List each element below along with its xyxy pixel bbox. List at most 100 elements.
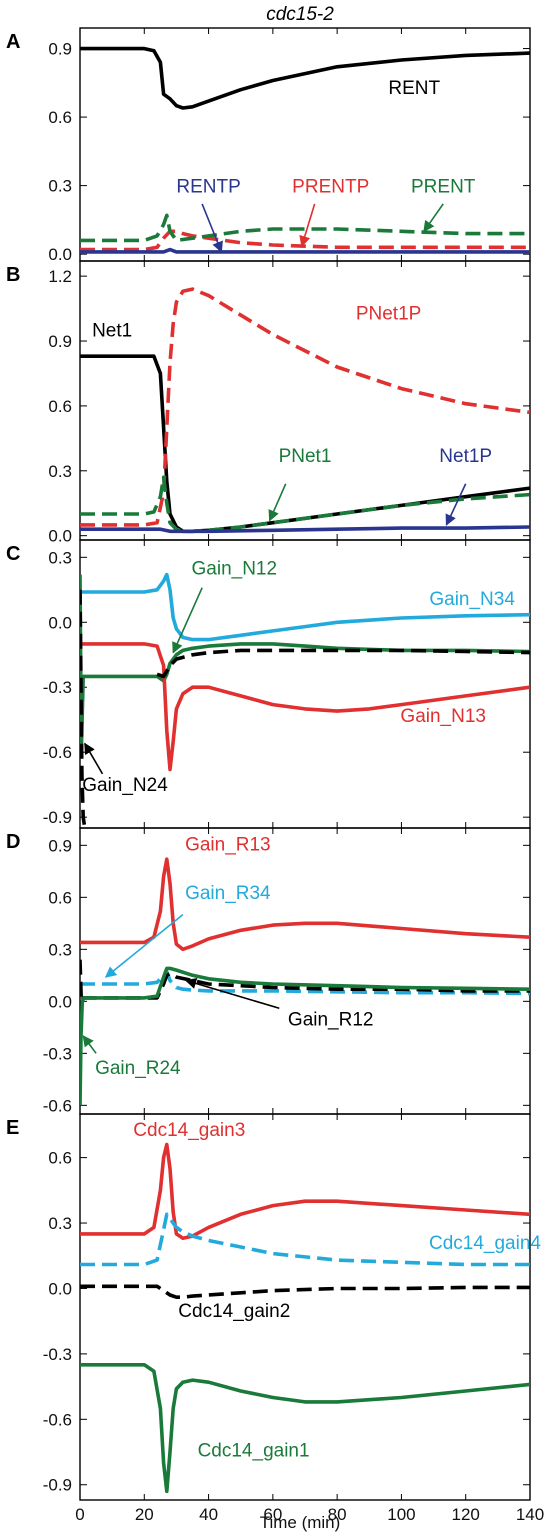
- y-tick-label: 0.0: [48, 613, 72, 632]
- series-line-gain-r13: [80, 857, 530, 952]
- x-tick-label: 100: [387, 1505, 415, 1524]
- annotation-arrow: [104, 914, 184, 978]
- series-line-net1p: [80, 525, 530, 534]
- y-tick-label: 0.9: [48, 332, 72, 351]
- y-tick-label: 0.0: [48, 1279, 72, 1298]
- y-tick-label: 0.6: [48, 1149, 72, 1168]
- series-line-rent: [80, 46, 530, 110]
- series-label-pnet1p: PNet1P: [356, 303, 421, 324]
- series-label-gain-r24: Gain_R24: [95, 1058, 181, 1079]
- annotation-arrow: [445, 483, 467, 526]
- series-line-cdc14-gain1: [80, 1363, 530, 1494]
- x-tick-label: 80: [328, 1505, 347, 1524]
- x-tick-label: 0: [75, 1505, 84, 1524]
- series-group: [80, 1142, 530, 1494]
- series-group: [80, 287, 530, 534]
- series-line-rentp: [80, 247, 530, 254]
- figure-title: cdc15-2: [266, 4, 334, 25]
- series-line-gain-n12: [80, 574, 530, 754]
- annotation-arrow: [423, 203, 444, 233]
- x-tick-label: 20: [135, 1505, 154, 1524]
- panel-d: D -0.6 -0.3 0.0 0.3 0.6 0.9 Gain_R13 Gain_R34 Gai…: [6, 827, 531, 1115]
- y-tick-label: 0.0: [48, 245, 72, 264]
- y-tick-label: 0.9: [48, 40, 72, 59]
- series-label-prent: PRENT: [411, 176, 476, 197]
- y-tick-label: -0.6: [43, 1410, 72, 1429]
- annotation-arrow: [82, 1035, 97, 1054]
- series-group: [80, 857, 530, 1106]
- y-tick-label: 1.2: [48, 267, 72, 286]
- series-line-prent: [80, 213, 530, 243]
- panel-letter: C: [6, 543, 20, 565]
- series-line-prentp: [80, 229, 530, 252]
- x-tick-label: 60: [263, 1505, 282, 1524]
- panel-letter: E: [6, 1117, 19, 1139]
- y-tick-label: -0.3: [43, 1345, 72, 1364]
- series-line-gain-r24: [80, 966, 530, 1106]
- x-tick-label: 120: [452, 1505, 480, 1524]
- series-label-gain-r12: Gain_R12: [288, 1010, 374, 1031]
- series-line-net1: [80, 354, 530, 534]
- series-label-gain-r34: Gain_R34: [185, 883, 271, 904]
- x-axis-label: Time (min): [260, 1513, 341, 1532]
- series-label-gain-n34: Gain_N34: [429, 589, 515, 610]
- series-group: [80, 572, 530, 828]
- panel-letter: A: [6, 31, 20, 53]
- series-label-gain-n13: Gain_N13: [400, 706, 486, 727]
- series-line-cdc14-gain2: [80, 1284, 530, 1299]
- annotation-arrow: [184, 978, 280, 1010]
- series-line-gain-n34: [80, 572, 530, 642]
- annotation-arrow: [299, 203, 316, 248]
- series-label-pnet1: PNet1: [279, 446, 332, 467]
- annotation-arrow: [84, 742, 104, 775]
- series-line-cdc14-gain3: [80, 1142, 530, 1241]
- series-label-net1: Net1: [92, 321, 132, 342]
- y-tick-label: 0.6: [48, 108, 72, 127]
- y-tick-label: -0.9: [43, 808, 72, 827]
- series-label-rent: RENT: [388, 78, 440, 99]
- series-group: [80, 46, 530, 254]
- series-label-cdc14-gain2: Cdc14_gain2: [178, 1301, 290, 1322]
- y-tick-label: 0.6: [48, 888, 72, 907]
- annotation-arrow: [268, 483, 287, 522]
- panel-b: B 0.0 0.3 0.6 0.9 1.2 Net1 PNet1P PNet1 Net1P: [6, 260, 531, 546]
- panel-a: A 0.0 0.3 0.6 0.9 RENT RENTP PRENTP PRENT: [6, 27, 531, 264]
- series-label-net1p: Net1P: [439, 446, 492, 467]
- x-tick-label: 40: [199, 1505, 218, 1524]
- series-label-cdc14-gain4: Cdc14_gain4: [429, 1233, 541, 1254]
- panel-c: C -0.9 -0.6 -0.3 0.0 0.3 Gain_N34 Gain_N12 Gain_…: [6, 539, 531, 829]
- y-tick-label: 0.6: [48, 397, 72, 416]
- series-line-cdc14-gain4: [80, 1212, 530, 1267]
- series-line-gain-n24: [156, 648, 530, 679]
- series-label-gain-r13: Gain_R13: [185, 835, 271, 856]
- series-line-pnet1p: [80, 287, 530, 527]
- series-label-prentp: PRENTP: [292, 176, 369, 197]
- y-tick-label: 0.3: [48, 1214, 72, 1233]
- series-label-gain-n24: Gain_N24: [82, 775, 168, 796]
- plot-frame: [79, 27, 531, 262]
- annotation-arrow: [201, 203, 223, 253]
- y-tick-label: -0.6: [43, 1096, 72, 1115]
- series-label-cdc14-gain3: Cdc14_gain3: [133, 1120, 245, 1141]
- series-line-gain-n24: [80, 589, 87, 828]
- series-line-gain-n13: [80, 642, 530, 772]
- y-tick-label: -0.3: [43, 1044, 72, 1063]
- panels-group: A 0.0 0.3 0.6 0.9 RENT RENTP PRENTP PRENT B 0.0 0.3…: [6, 27, 544, 1524]
- y-tick-label: 0.3: [48, 548, 72, 567]
- panel-letter: B: [6, 264, 20, 286]
- y-tick-label: -0.6: [43, 743, 72, 762]
- series-line-gain-r34: [80, 970, 530, 996]
- y-tick-label: 0.3: [48, 462, 72, 481]
- x-tick-label: 140: [516, 1505, 544, 1524]
- annotation-arrow: [172, 587, 203, 654]
- y-tick-label: -0.3: [43, 678, 72, 697]
- y-tick-label: 0.3: [48, 177, 72, 196]
- series-label-rentp: RENTP: [176, 176, 240, 197]
- series-line-gain-r12: [80, 959, 530, 1004]
- y-tick-label: 0.3: [48, 940, 72, 959]
- series-label-cdc14-gain1: Cdc14_gain1: [198, 1440, 310, 1461]
- y-tick-label: 0.0: [48, 992, 72, 1011]
- panel-letter: D: [6, 831, 20, 853]
- series-label-gain-n12: Gain_N12: [192, 559, 278, 580]
